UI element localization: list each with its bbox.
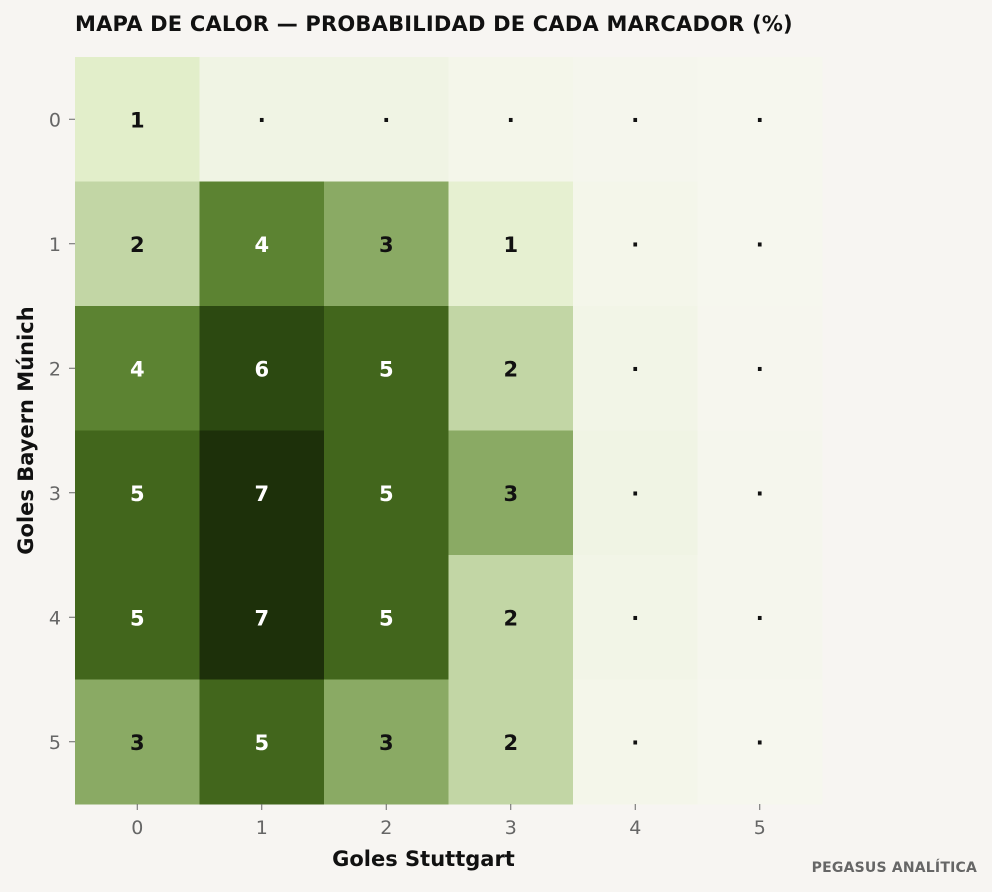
cell-label-r0-c4: · <box>631 108 639 132</box>
heatmap-cell-r0-c5 <box>697 57 823 182</box>
cell-label-r3-c3: 3 <box>503 482 518 506</box>
heatmap-cell-r3-c0 <box>75 430 200 556</box>
heatmap-cell-r0-c4 <box>573 57 698 182</box>
cell-label-r2-c2: 5 <box>379 357 394 381</box>
cell-label-r4-c2: 5 <box>379 606 394 630</box>
heatmap-cell-r3-c2 <box>324 430 449 556</box>
cell-label-r3-c4: · <box>631 482 639 506</box>
heatmap-cell-r5-c3 <box>448 679 574 805</box>
heatmap-cell-r3-c5 <box>697 430 823 556</box>
heatmap-cell-r3-c3 <box>448 430 574 556</box>
cell-label-r5-c4: · <box>631 731 639 755</box>
y-tick-label-5: 5 <box>49 732 61 754</box>
heatmap-cell-r0-c3 <box>448 57 574 182</box>
cell-label-r4-c1: 7 <box>254 606 269 630</box>
heatmap-cell-r2-c2 <box>324 306 449 431</box>
cell-label-r0-c2: · <box>382 108 390 132</box>
heatmap-cell-r5-c0 <box>75 679 200 805</box>
y-tick-label-0: 0 <box>49 109 61 131</box>
cell-label-r5-c1: 5 <box>254 731 269 755</box>
x-tick-label-2: 2 <box>380 817 392 839</box>
cell-label-r0-c3: · <box>507 108 515 132</box>
heatmap-cell-r2-c0 <box>75 306 200 431</box>
cell-label-r3-c0: 5 <box>130 482 145 506</box>
cell-label-r0-c5: · <box>756 108 764 132</box>
x-tick-label-0: 0 <box>131 817 143 839</box>
cell-label-r5-c0: 3 <box>130 731 145 755</box>
heatmap-cell-r5-c2 <box>324 679 449 805</box>
heatmap-cell-r2-c1 <box>199 306 325 431</box>
heatmap-cell-r4-c4 <box>573 555 698 680</box>
heatmap-cell-r4-c5 <box>697 555 823 680</box>
heatmap-cell-r1-c5 <box>697 181 823 307</box>
cell-label-r5-c2: 3 <box>379 731 394 755</box>
heatmap-cell-r4-c3 <box>448 555 574 680</box>
heatmap-cell-r1-c1 <box>199 181 325 307</box>
cell-label-r1-c1: 4 <box>254 233 269 257</box>
heatmap-cell-r3-c4 <box>573 430 698 556</box>
heatmap-cell-r5-c1 <box>199 679 325 805</box>
heatmap-cell-r0-c0 <box>75 57 200 182</box>
heatmap-cell-r0-c1 <box>199 57 325 182</box>
x-axis-label: Goles Stuttgart <box>332 847 515 871</box>
heatmap-cell-r4-c2 <box>324 555 449 680</box>
cell-label-r2-c5: · <box>756 357 764 381</box>
y-tick-label-3: 3 <box>49 483 61 505</box>
y-axis-label: Goles Bayern Múnich <box>14 306 38 554</box>
heatmap-cell-r2-c4 <box>573 306 698 431</box>
heatmap-cell-r1-c0 <box>75 181 200 307</box>
heatmap-cell-r4-c1 <box>199 555 325 680</box>
heatmap-cell-r1-c2 <box>324 181 449 307</box>
cell-label-r1-c4: · <box>631 233 639 257</box>
heatmap-cell-r1-c4 <box>573 181 698 307</box>
heatmap-cell-r1-c3 <box>448 181 574 307</box>
heatmap-cell-r4-c0 <box>75 555 200 680</box>
cell-label-r3-c2: 5 <box>379 482 394 506</box>
cell-label-r1-c0: 2 <box>130 233 145 257</box>
heatmap-cell-r5-c4 <box>573 679 698 805</box>
cell-label-r1-c2: 3 <box>379 233 394 257</box>
heatmap-cell-r5-c5 <box>697 679 823 805</box>
cell-label-r5-c3: 2 <box>503 731 518 755</box>
cell-label-r2-c1: 6 <box>254 357 269 381</box>
cell-label-r2-c0: 4 <box>130 357 145 381</box>
x-tick-label-5: 5 <box>754 817 766 839</box>
x-tick-label-1: 1 <box>256 817 268 839</box>
cell-label-r2-c3: 2 <box>503 357 518 381</box>
cell-label-r0-c0: 1 <box>130 108 145 132</box>
cell-label-r4-c4: · <box>631 606 639 630</box>
y-tick-label-1: 1 <box>49 234 61 256</box>
heatmap-cell-r3-c1 <box>199 430 325 556</box>
cell-label-r0-c1: · <box>258 108 266 132</box>
cell-label-r3-c5: · <box>756 482 764 506</box>
x-tick-label-3: 3 <box>505 817 517 839</box>
source-label: PEGASUS ANALÍTICA <box>811 860 977 876</box>
cell-label-r4-c3: 2 <box>503 606 518 630</box>
cell-label-r3-c1: 7 <box>254 482 269 506</box>
cell-label-r2-c4: · <box>631 357 639 381</box>
heatmap-cell-r2-c3 <box>448 306 574 431</box>
y-tick-label-4: 4 <box>49 607 61 629</box>
y-tick-label-2: 2 <box>49 358 61 380</box>
chart-title: MAPA DE CALOR — PROBABILIDAD DE CADA MAR… <box>75 12 793 36</box>
cell-label-r1-c3: 1 <box>503 233 518 257</box>
cell-label-r1-c5: · <box>756 233 764 257</box>
cell-label-r4-c0: 5 <box>130 606 145 630</box>
heatmap-cell-r0-c2 <box>324 57 449 182</box>
heatmap-cell-r2-c5 <box>697 306 823 431</box>
cell-label-r4-c5: · <box>756 606 764 630</box>
x-tick-label-4: 4 <box>629 817 641 839</box>
cell-label-r5-c5: · <box>756 731 764 755</box>
